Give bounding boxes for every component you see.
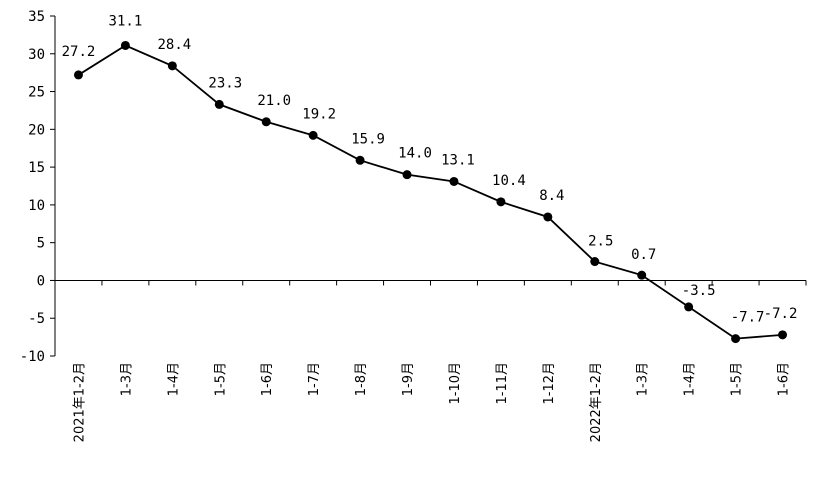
x-category-label: 1-9月 (401, 362, 416, 396)
data-label: 2.5 (588, 234, 613, 250)
y-tick-label: -5 (28, 311, 45, 327)
data-label: 31.1 (109, 13, 143, 29)
data-label: 10.4 (492, 173, 526, 189)
y-tick-label: 15 (28, 160, 45, 176)
x-category-label: 1-7月 (307, 362, 322, 396)
series-line-group (73, 40, 788, 344)
x-category-label: 1-8月 (354, 362, 369, 396)
x-category-label: 2021年1-2月 (72, 362, 87, 442)
data-label: 0.7 (631, 247, 656, 263)
y-tick-label: 10 (28, 198, 45, 214)
data-point (214, 99, 224, 109)
data-point (261, 117, 271, 127)
data-point (167, 61, 177, 71)
y-tick-label: -10 (20, 349, 45, 365)
data-point (120, 40, 130, 50)
x-category-label: 1-10月 (448, 362, 463, 405)
x-category-label: 1-6月 (260, 362, 275, 396)
data-label: 28.4 (157, 37, 191, 53)
x-category-label: 1-11月 (495, 362, 510, 405)
x-axis: 2021年1-2月 1-3月 1-4月 1-5月 1-6月 1-7月 1-8月 1-9月 1-1… (54, 279, 807, 442)
data-label: 21.0 (257, 93, 291, 109)
data-label: 27.2 (62, 44, 96, 60)
data-labels: 27.2 31.1 28.4 23.3 21.0 19.2 15.9 14.0 13.1 10.4… (62, 13, 798, 325)
y-tick-label: 25 (28, 85, 45, 101)
data-label: -7.7 (731, 310, 765, 326)
data-point (402, 170, 412, 180)
data-point (731, 334, 741, 344)
y-axis: 35 30 25 20 15 10 5 0 -5 -10 (20, 9, 56, 365)
x-category-label: 1-4月 (166, 362, 181, 396)
data-label: 23.3 (208, 75, 242, 91)
x-category-label: 1-5月 (213, 362, 228, 396)
series-line (77, 44, 783, 340)
x-category-label: 2022年1-2月 (589, 362, 604, 442)
data-point (543, 212, 553, 222)
x-category-label: 1-6月 (777, 362, 792, 396)
data-point (637, 270, 647, 280)
y-tick-label: 30 (28, 47, 45, 63)
x-category-label: 1-12月 (542, 362, 557, 405)
y-tick-label: 35 (28, 9, 45, 25)
data-label: 19.2 (302, 106, 336, 122)
data-point (355, 155, 365, 165)
data-label: 14.0 (398, 146, 432, 162)
data-point (684, 302, 694, 312)
x-category-label: 1-3月 (119, 362, 134, 396)
data-label: 8.4 (539, 188, 564, 204)
data-point (590, 257, 600, 267)
x-category-label: 1-5月 (730, 362, 745, 396)
data-point (449, 176, 459, 186)
data-point (496, 197, 506, 207)
data-label: 15.9 (351, 131, 385, 147)
data-point (308, 130, 318, 140)
x-category-label: 1-3月 (636, 362, 651, 396)
data-label: -3.5 (682, 283, 716, 299)
data-point (73, 70, 83, 80)
y-tick-label: 5 (37, 236, 45, 252)
data-label: 13.1 (441, 152, 475, 168)
x-category-label: 1-4月 (683, 362, 698, 396)
data-label: -7.2 (764, 306, 798, 322)
data-point (778, 330, 788, 340)
y-tick-label: 0 (37, 273, 45, 289)
y-tick-label: 20 (28, 122, 45, 138)
